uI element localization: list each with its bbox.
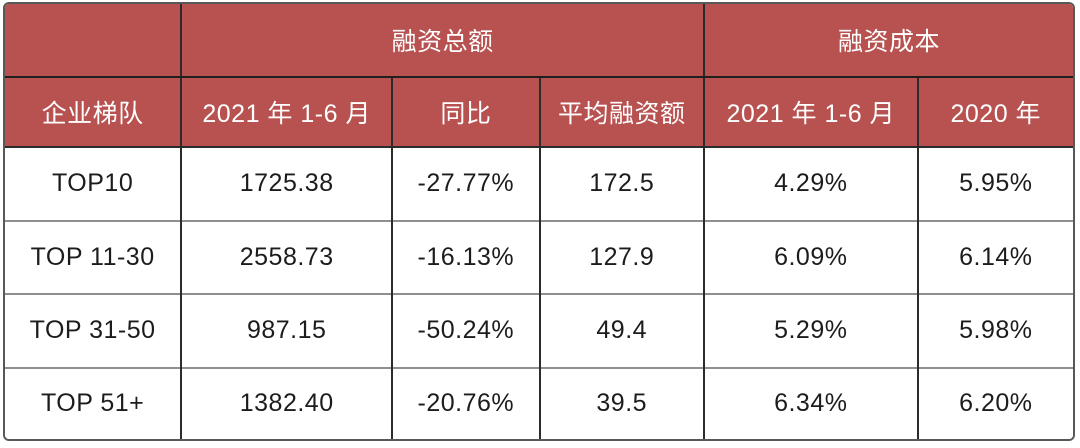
cell-cost-2020: 6.20% [916,366,1073,439]
cell-cost-2021: 6.09% [702,219,918,295]
table-row-top51plus: TOP 51+ 1382.40 -20.76% 39.5 6.34% 6.20% [5,366,1073,439]
cell-cost-2020: 5.98% [916,293,1073,368]
cell-cost-2020: 6.14% [916,219,1073,295]
cell-cost-2020: 5.95% [916,147,1073,221]
cell-avg: 172.5 [538,147,704,221]
row-label: TOP 51+ [5,366,182,439]
financing-table: 融资总额 融资成本 企业梯队 2021 年 1-6 月 同比 平均融资额 202… [3,2,1075,441]
table-row-top10: TOP10 1725.38 -27.77% 172.5 4.29% 5.95% [5,147,1073,221]
corner-cell [5,4,182,78]
cell-yoy: -20.76% [391,366,540,439]
table-row-top11-30: TOP 11-30 2558.73 -16.13% 127.9 6.09% 6.… [5,219,1073,295]
column-header-row: 企业梯队 2021 年 1-6 月 同比 平均融资额 2021 年 1-6 月 … [5,77,1073,148]
col-header-avg-financing: 平均融资额 [538,77,704,148]
col-header-2021-jan-jun-total: 2021 年 1-6 月 [180,77,393,148]
col-header-company-tier: 企业梯队 [5,77,182,148]
cell-yoy: -16.13% [391,219,540,295]
group-header-row: 融资总额 融资成本 [5,4,1073,78]
cell-avg: 49.4 [538,293,704,368]
group-header-financing-cost: 融资成本 [702,4,1073,78]
col-header-2021-jan-jun-cost: 2021 年 1-6 月 [702,77,918,148]
cell-total: 1725.38 [180,147,393,221]
cell-total: 987.15 [180,293,393,368]
row-label: TOP10 [5,147,182,221]
table-body: TOP10 1725.38 -27.77% 172.5 4.29% 5.95% … [5,147,1073,439]
cell-yoy: -50.24% [391,293,540,368]
cell-avg: 127.9 [538,219,704,295]
table-header: 融资总额 融资成本 企业梯队 2021 年 1-6 月 同比 平均融资额 202… [5,4,1073,148]
cell-total: 1382.40 [180,366,393,439]
row-label: TOP 11-30 [5,219,182,295]
group-header-financing-total: 融资总额 [180,4,704,78]
cell-cost-2021: 5.29% [702,293,918,368]
cell-cost-2021: 6.34% [702,366,918,439]
financing-table-grid: 融资总额 融资成本 企业梯队 2021 年 1-6 月 同比 平均融资额 202… [5,4,1073,439]
cell-yoy: -27.77% [391,147,540,221]
cell-total: 2558.73 [180,219,393,295]
cell-avg: 39.5 [538,366,704,439]
row-label: TOP 31-50 [5,293,182,368]
table-row-top31-50: TOP 31-50 987.15 -50.24% 49.4 5.29% 5.98… [5,293,1073,368]
cell-cost-2021: 4.29% [702,147,918,221]
col-header-2020: 2020 年 [916,77,1073,148]
col-header-yoy: 同比 [391,77,540,148]
